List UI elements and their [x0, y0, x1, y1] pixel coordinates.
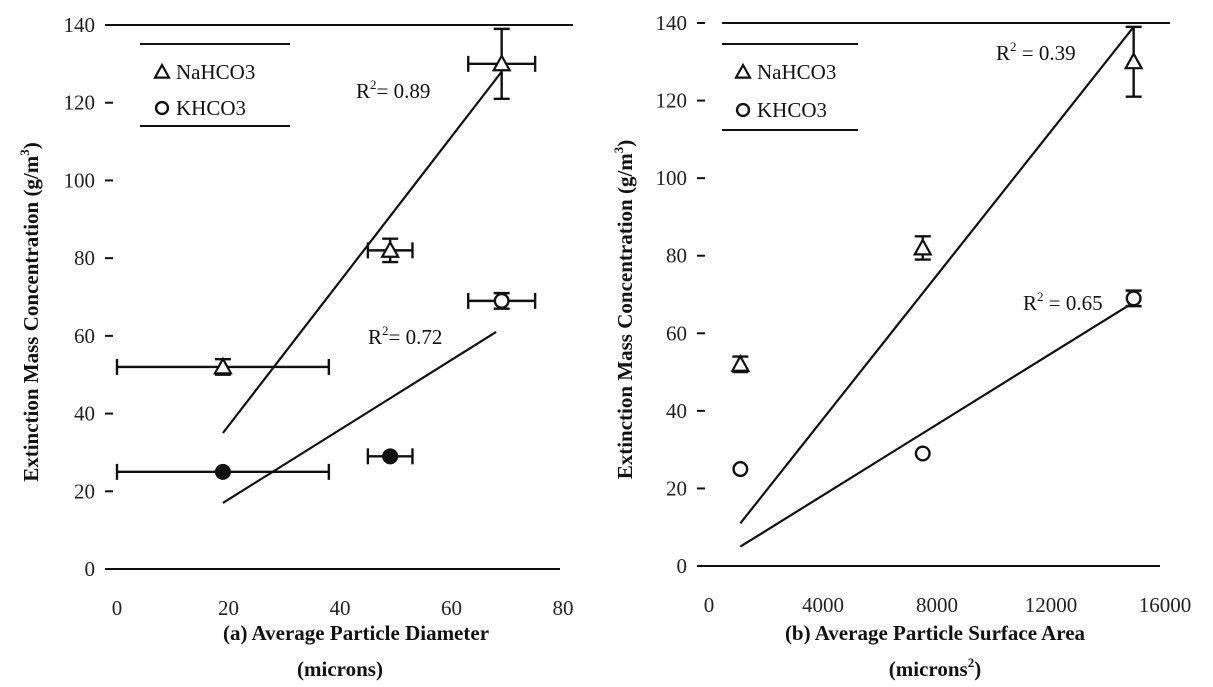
x-axis-units: (microns) — [297, 657, 383, 681]
panel-label: (a) — [223, 621, 248, 645]
x-axis-label-text: Average Particle Surface Area — [815, 621, 1086, 645]
legend-label: KHCO3 — [757, 98, 827, 122]
data-point-triangle — [730, 354, 751, 372]
r-squared-value: = 0.72 — [389, 325, 443, 349]
x-tick-label: 20 — [218, 596, 239, 620]
x-axis-label: (a) Average Particle Diameter — [223, 621, 489, 645]
series-KHCO3: R2 = 0.65 — [732, 289, 1142, 548]
r-squared-value: = 0.39 — [1017, 41, 1076, 65]
y-axis-label: Extinction Mass Concentration (g/m3) — [611, 140, 637, 480]
x-tick-label: 40 — [330, 596, 351, 620]
data-point-triangle — [912, 237, 933, 256]
series-KHCO3: R2= 0.72 — [115, 291, 537, 504]
x-tick-label: 60 — [441, 596, 462, 620]
legend-label: NaHCO3 — [176, 60, 255, 84]
y-tick-label: 20 — [666, 476, 687, 500]
x-tick-label: 8000 — [916, 593, 958, 617]
y-axis-label: Extinction Mass Concentration (g/m3) — [17, 142, 43, 482]
r-squared-value: = 0.65 — [1044, 291, 1103, 315]
data-point-circle — [1125, 290, 1142, 307]
x-axis-label-text: Average Particle Diameter — [252, 621, 489, 645]
data-point-triangle — [380, 240, 401, 258]
data-point-circle — [214, 463, 231, 480]
y-tick-label: 20 — [74, 479, 95, 503]
y-axis-label-text: Extinction Mass Concentration (g/m — [19, 155, 43, 482]
series-NaHCO3: R2 = 0.39 — [730, 25, 1144, 525]
y-tick-label: 120 — [656, 89, 688, 113]
y-tick-label: 60 — [666, 321, 687, 345]
legend-marker-triangle — [153, 62, 171, 79]
legend-marker-circle — [154, 100, 170, 116]
panel-label: (b) — [785, 621, 811, 645]
r-squared-label: R2= 0.72 — [368, 323, 442, 349]
legend-label: KHCO3 — [176, 96, 246, 120]
y-tick-label: 100 — [64, 168, 96, 192]
x-axis-units-text: (microns) — [297, 657, 383, 681]
trend-line — [739, 301, 1135, 548]
x-axis-units-end: ) — [974, 657, 981, 681]
x-axis-units-text: (microns — [889, 657, 968, 681]
y-tick-label: 80 — [666, 244, 687, 268]
y-tick-label: 120 — [64, 91, 96, 115]
chart-panel-b: 0 20 40 60 80 100 120 140 0 4000 8000 12000 16000 Ext… — [611, 11, 1191, 681]
x-tick-label: 16000 — [1139, 593, 1192, 617]
r-squared-label: R2= 0.89 — [356, 77, 430, 103]
y-tick-label: 140 — [64, 13, 96, 37]
x-tick-label: 12000 — [1025, 593, 1078, 617]
legend-marker-circle — [735, 102, 751, 118]
y-axis-label-end: ) — [19, 142, 43, 149]
y-axis-label-text: Extinction Mass Concentration (g/m — [613, 153, 637, 480]
y-tick-label: 40 — [74, 402, 95, 426]
data-point-triangle — [213, 356, 233, 375]
trend-line — [222, 70, 503, 434]
y-axis-label-sup: 3 — [611, 146, 626, 153]
x-axis-units-sup: 2 — [968, 655, 975, 670]
y-tick-label: 80 — [74, 246, 95, 270]
r-squared-sup: 2 — [1010, 39, 1017, 54]
y-tick-label: 40 — [666, 399, 687, 423]
legend-marker-triangle — [734, 62, 752, 79]
r-squared-sup: 2 — [370, 77, 377, 92]
y-tick-label: 60 — [74, 324, 95, 348]
x-axis-units: (microns2) — [889, 655, 981, 681]
y-tick-label: 140 — [656, 11, 688, 35]
x-tick-label: 0 — [704, 593, 715, 617]
y-tick-label: 100 — [656, 166, 688, 190]
x-tick-label: 0 — [112, 596, 123, 620]
data-point-triangle — [491, 53, 512, 72]
series-NaHCO3: R2= 0.89 — [115, 27, 537, 434]
data-point-triangle — [1123, 51, 1144, 70]
trend-line — [222, 331, 497, 504]
data-point-circle — [732, 461, 749, 478]
data-point-circle — [382, 448, 399, 465]
trend-line — [739, 26, 1135, 525]
r-squared-sup: 2 — [1037, 289, 1044, 304]
r-squared-symbol: R — [368, 325, 382, 349]
r-squared-label: R2 = 0.39 — [996, 39, 1076, 65]
y-axis-label-sup: 3 — [17, 149, 32, 156]
data-point-circle — [493, 292, 510, 309]
chart-panel-a: 0 20 40 60 80 100 120 140 0 20 40 60 80 Extinction Ma… — [17, 13, 574, 681]
x-tick-label: 80 — [553, 596, 574, 620]
legend-label: NaHCO3 — [757, 60, 836, 84]
r-squared-symbol: R — [1023, 291, 1037, 315]
y-tick-label: 0 — [677, 554, 688, 578]
data-point-circle — [914, 445, 931, 462]
r-squared-label: R2 = 0.65 — [1023, 289, 1103, 315]
r-squared-symbol: R — [356, 79, 370, 103]
r-squared-sup: 2 — [382, 323, 389, 338]
x-axis-label: (b) Average Particle Surface Area — [785, 621, 1086, 645]
y-axis-label-end: ) — [613, 140, 637, 147]
x-tick-label: 4000 — [802, 593, 844, 617]
r-squared-symbol: R — [996, 41, 1010, 65]
y-tick-label: 0 — [85, 557, 96, 581]
r-squared-value: = 0.89 — [377, 79, 431, 103]
